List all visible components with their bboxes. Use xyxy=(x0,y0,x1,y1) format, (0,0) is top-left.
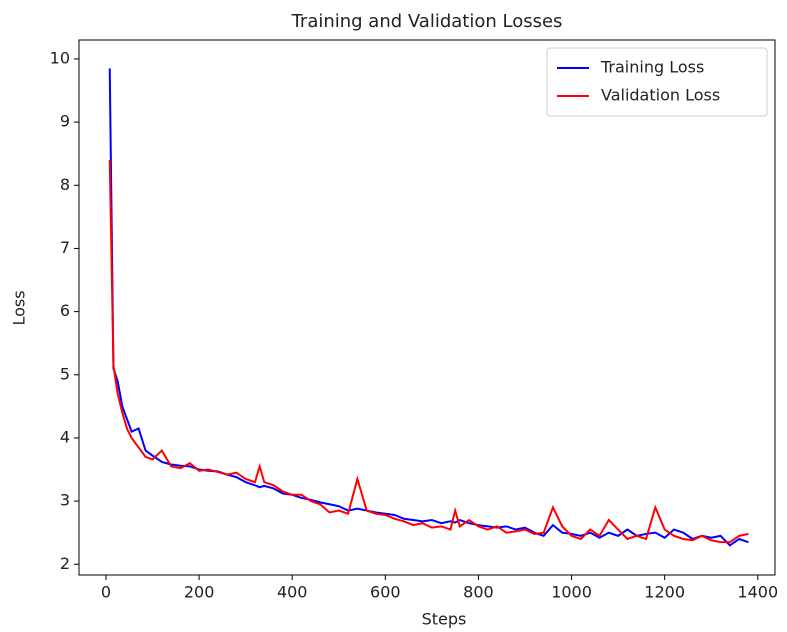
x-axis-label: Steps xyxy=(422,610,467,629)
x-tick-label: 0 xyxy=(101,583,111,602)
series-line xyxy=(108,68,749,547)
y-tick-label: 4 xyxy=(60,427,70,446)
y-tick-label: 5 xyxy=(60,364,70,383)
y-tick-label: 2 xyxy=(60,554,70,573)
x-tick-label: 1400 xyxy=(737,583,778,602)
y-axis-label: Loss xyxy=(10,290,29,325)
legend-label: Training Loss xyxy=(600,58,704,77)
legend-box xyxy=(546,47,768,117)
y-tick-label: 6 xyxy=(60,301,70,320)
x-tick-label: 200 xyxy=(184,583,215,602)
y-tick-label: 7 xyxy=(60,238,70,257)
x-tick-label: 1200 xyxy=(644,583,685,602)
x-tick-label: 1000 xyxy=(551,583,592,602)
x-tick-label: 600 xyxy=(370,583,401,602)
y-tick-label: 8 xyxy=(60,175,70,194)
y-tick-label: 3 xyxy=(60,491,70,510)
chart-title: Training and Validation Losses xyxy=(291,11,563,32)
x-tick-label: 400 xyxy=(277,583,308,602)
y-tick-label: 10 xyxy=(50,48,70,67)
plot-frame xyxy=(78,39,776,576)
y-tick-label: 9 xyxy=(60,112,70,131)
series-line xyxy=(108,159,749,544)
x-tick-label: 800 xyxy=(463,583,494,602)
legend-label: Validation Loss xyxy=(601,86,720,105)
